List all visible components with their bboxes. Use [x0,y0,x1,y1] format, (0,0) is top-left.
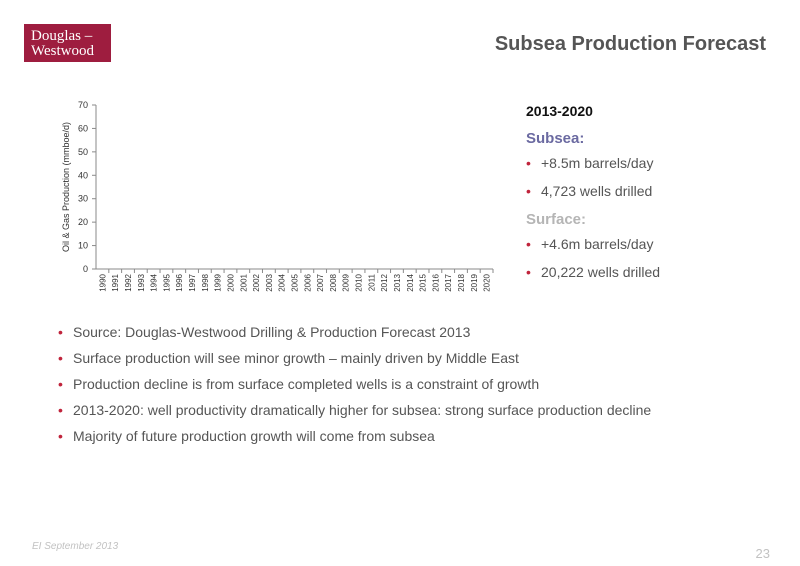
y-tick-label: 40 [78,170,88,180]
y-tick-label: 20 [78,217,88,227]
surface-header: Surface: [526,211,587,228]
y-axis-title: Oil & Gas Production (mmboe/d) [61,122,71,252]
x-tick-label: 1993 [137,273,146,291]
subsea-item: • 4,723 wells drilled [526,183,786,199]
note-item: • 2013-2020: well productivity dramatica… [58,402,778,418]
y-tick-label: 60 [78,123,88,133]
note-item: • Source: Douglas-Westwood Drilling & Pr… [58,324,778,340]
x-tick-label: 1991 [111,273,120,291]
x-tick-label: 2004 [278,273,287,291]
y-tick-label: 50 [78,147,88,157]
x-tick-label: 2019 [470,273,479,291]
note-text: Surface production will see minor growth… [73,350,519,366]
surface-item-text: 20,222 wells drilled [541,264,661,280]
note-text: 2013-2020: well productivity dramaticall… [73,402,652,418]
x-tick-label: 2011 [367,273,376,291]
x-tick-label: 2007 [316,273,325,291]
x-tick-label: 2015 [419,273,428,291]
subsea-item-text: +8.5m barrels/day [541,155,654,171]
douglas-westwood-logo: Douglas – Westwood [24,24,111,62]
page-title: Subsea Production Forecast [494,33,766,55]
y-tick-label: 0 [83,264,88,274]
x-tick-label: 2009 [342,273,351,291]
x-tick-label: 2013 [393,273,402,291]
subsea-item-text: 4,723 wells drilled [541,183,653,199]
x-tick-label: 2006 [303,273,312,291]
bullet-marker: • [58,402,63,418]
surface-item: • +4.6m barrels/day [526,236,786,252]
x-tick-label: 1990 [98,273,107,291]
x-tick-label: 1994 [150,273,159,291]
logo-line-1: Douglas – [31,28,93,44]
subsea-item: • +8.5m barrels/day [526,155,786,171]
bullet-marker: • [526,183,531,199]
note-item: • Production decline is from surface com… [58,376,778,392]
note-text: Production decline is from surface compl… [73,376,540,392]
x-tick-label: 1997 [188,273,197,291]
surface-item-text: +4.6m barrels/day [541,236,654,252]
bullet-marker: • [526,155,531,171]
logo-line-2: Westwood [31,43,94,59]
bullet-marker: • [58,428,63,444]
x-tick-label: 2002 [252,273,261,291]
stats-panel: 2013-2020 Subsea: • +8.5m barrels/day • … [526,103,786,292]
bullet-marker: • [526,236,531,252]
surface-item: • 20,222 wells drilled [526,264,786,280]
x-tick-label: 2000 [226,273,235,291]
bullet-marker: • [58,350,63,366]
bullet-marker: • [58,376,63,392]
note-text: Majority of future production growth wil… [73,428,435,444]
x-tick-label: 2012 [380,273,389,291]
x-tick-label: 2016 [431,273,440,291]
x-tick-label: 1992 [124,273,133,291]
note-item: • Majority of future production growth w… [58,428,778,444]
x-tick-label: 2003 [265,273,274,291]
bullet-marker: • [58,324,63,340]
footer-date: EI September 2013 [32,541,119,552]
note-item: • Surface production will see minor grow… [58,350,778,366]
page-number: 23 [755,546,770,561]
x-tick-label: 1996 [175,273,184,291]
note-text: Source: Douglas-Westwood Drilling & Prod… [73,324,471,340]
x-tick-label: 2001 [239,273,248,291]
stats-period: 2013-2020 [526,103,593,119]
x-tick-label: 1998 [201,273,210,291]
y-tick-label: 10 [78,241,88,251]
x-tick-label: 1999 [214,273,223,291]
x-tick-label: 2017 [444,273,453,291]
production-chart: 0 10 20 30 40 50 60 70 1990 1991 1992 1993 1994 1995 1… [61,100,494,292]
y-tick-label: 30 [78,194,88,204]
x-tick-label: 2010 [355,273,364,291]
x-tick-label: 2018 [457,273,466,291]
notes-list: • Source: Douglas-Westwood Drilling & Pr… [58,324,778,454]
bullet-marker: • [526,264,531,280]
x-tick-label: 1995 [162,273,171,291]
x-tick-label: 2005 [291,273,300,291]
x-tick-label: 2014 [406,273,415,291]
x-tick-label: 2008 [329,273,338,291]
y-tick-label: 70 [78,100,88,110]
x-tick-label: 2020 [483,273,492,291]
subsea-header: Subsea: [526,130,585,147]
